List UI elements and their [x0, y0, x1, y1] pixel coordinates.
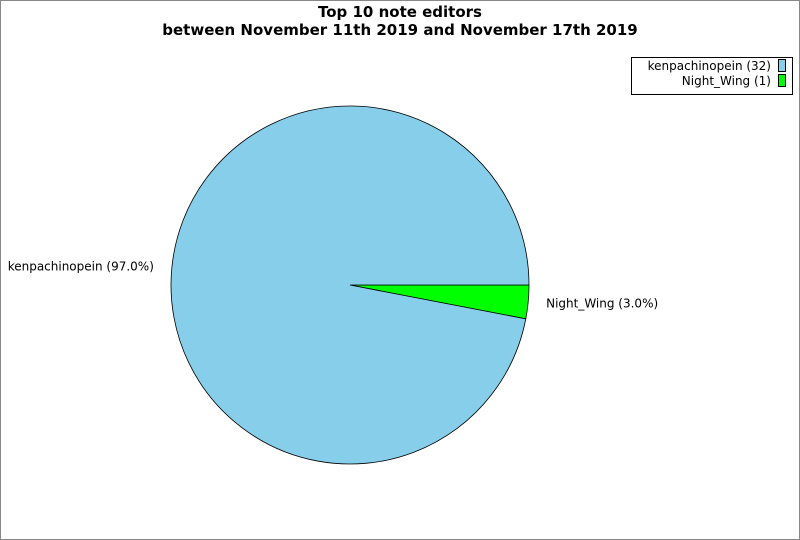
chart-title: Top 10 note editors	[318, 3, 482, 21]
legend-label-kenpachinopein: kenpachinopein (32)	[648, 59, 771, 73]
legend-label-Night_Wing: Night_Wing (1)	[682, 74, 771, 88]
legend-swatch-kenpachinopein	[778, 59, 786, 72]
legend-box	[631, 57, 793, 95]
slice-label-Night_Wing: Night_Wing (3.0%)	[546, 297, 658, 311]
pie-slice-kenpachinopein	[170, 105, 530, 465]
legend-swatch-Night_Wing	[778, 74, 786, 87]
slice-label-kenpachinopein: kenpachinopein (97.0%)	[8, 259, 154, 273]
chart-subtitle: between November 11th 2019 and November …	[162, 21, 638, 39]
